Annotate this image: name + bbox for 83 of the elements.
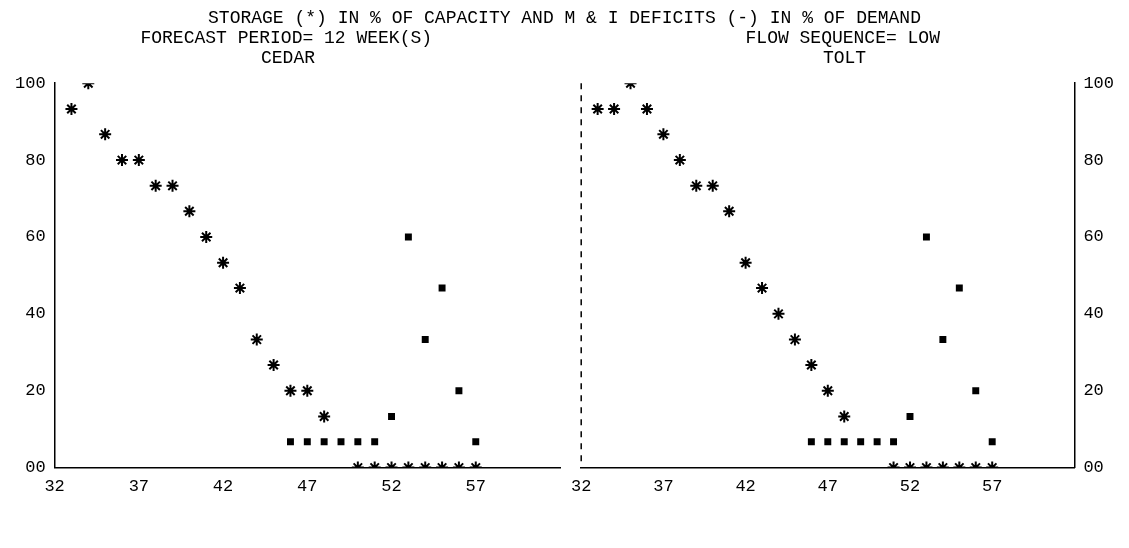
y-tick-label: 60 — [25, 227, 46, 247]
point — [639, 101, 654, 116]
point — [656, 127, 671, 142]
point — [404, 233, 412, 241]
point — [890, 438, 898, 446]
point — [232, 281, 247, 296]
point — [804, 357, 819, 372]
point — [955, 284, 963, 292]
point — [472, 438, 480, 446]
point — [972, 387, 980, 395]
point — [266, 357, 281, 372]
point — [988, 438, 996, 446]
point — [771, 306, 786, 321]
x-tick-label: 37 — [128, 477, 150, 497]
point — [286, 438, 294, 446]
point — [64, 101, 79, 116]
x-tick-label: 42 — [735, 477, 756, 497]
x-tick-label: 42 — [212, 477, 234, 497]
point — [807, 438, 815, 446]
point — [705, 178, 720, 193]
point — [722, 204, 737, 219]
y-tick-label: 80 — [25, 150, 46, 170]
x-tick-label: 57 — [465, 477, 486, 497]
point — [755, 281, 770, 296]
point — [98, 127, 113, 142]
point — [388, 413, 396, 420]
point — [216, 255, 231, 270]
point — [300, 383, 315, 398]
x-tick-label: 52 — [899, 477, 921, 497]
point — [354, 438, 362, 446]
point — [922, 233, 930, 241]
point — [148, 178, 163, 193]
chart-title: TOLT — [821, 48, 868, 70]
y-tick-label: 40 — [25, 304, 46, 324]
point — [787, 332, 802, 347]
x-tick-label: 52 — [381, 477, 402, 497]
point — [283, 383, 298, 398]
point — [199, 229, 214, 244]
point — [320, 438, 328, 446]
point — [337, 438, 345, 446]
x-tick-label: 47 — [817, 477, 838, 497]
point — [738, 255, 753, 270]
chart-title: CEDAR — [260, 48, 316, 70]
point — [249, 332, 264, 347]
point — [421, 336, 429, 344]
x-tick-label: 37 — [653, 477, 674, 497]
point — [906, 413, 914, 420]
y-tick-label: 00 — [25, 458, 46, 478]
point — [672, 153, 687, 168]
point — [455, 387, 463, 395]
point — [303, 438, 311, 446]
point — [165, 178, 180, 193]
point — [857, 438, 865, 446]
y2-tick-label: 100 — [1083, 73, 1114, 93]
x-tick-label: 57 — [981, 477, 1003, 497]
point — [371, 438, 379, 446]
point — [590, 101, 605, 116]
point — [689, 178, 704, 193]
y-tick-label: 100 — [15, 73, 46, 93]
point — [840, 438, 848, 446]
x-tick-label: 32 — [571, 477, 592, 497]
y-tick-label: 20 — [25, 381, 46, 401]
text: FLOW SEQUENCE= LOW — [744, 28, 941, 48]
point — [438, 284, 446, 292]
y2-tick-label: 20 — [1083, 381, 1104, 401]
point — [820, 383, 835, 398]
y2-tick-label: 80 — [1083, 150, 1104, 170]
y2-tick-label: 60 — [1083, 227, 1104, 247]
y2-tick-label: 40 — [1083, 304, 1104, 324]
point — [114, 153, 129, 168]
point — [873, 438, 881, 446]
point — [837, 409, 852, 424]
point — [607, 101, 622, 116]
point — [182, 204, 197, 219]
text: STORAGE (*) IN % OF CAPACITY AND M & I DEFICITS (-) IN % OF DEMAND — [207, 8, 922, 28]
text: FORECAST PERIOD= 12 WEEK(S) — [139, 28, 434, 48]
point — [317, 409, 332, 424]
x-tick-label: 32 — [44, 477, 65, 497]
point — [131, 153, 146, 168]
y2-tick-label: 00 — [1083, 458, 1104, 478]
point — [939, 336, 947, 344]
point — [824, 438, 832, 446]
x-tick-label: 47 — [297, 477, 318, 497]
